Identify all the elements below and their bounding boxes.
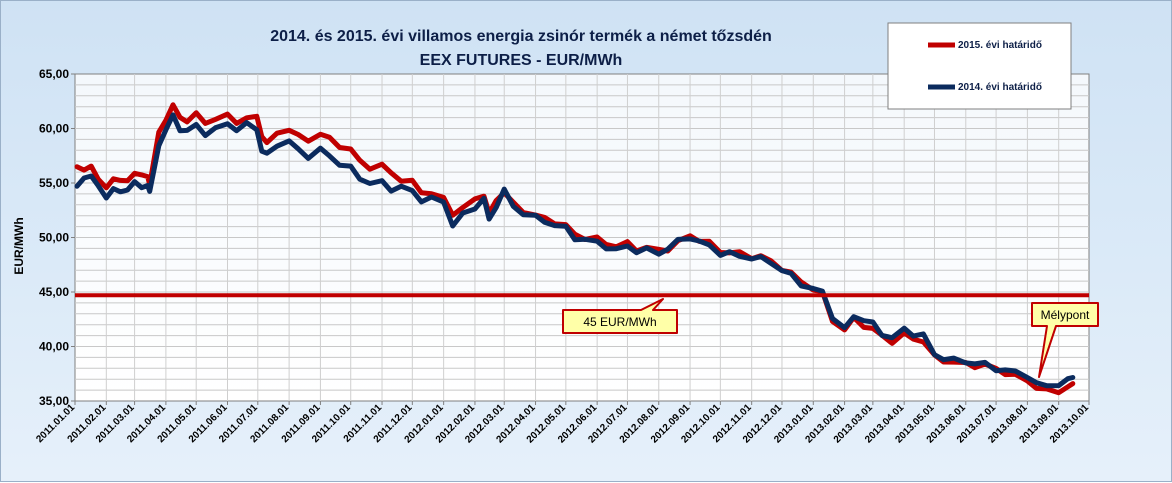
legend-box [887, 22, 1072, 110]
y-tick-label: 45,00 [39, 285, 69, 299]
legend-label-2014: 2014. évi határidő [958, 82, 1042, 93]
callout-45-text: 45 EUR/MWh [583, 315, 656, 329]
callout-melypont-text: Mélypont [1041, 308, 1090, 322]
y-tick-label: 50,00 [39, 231, 69, 245]
y-tick-label: 40,00 [39, 340, 69, 354]
callout-45: 45 EUR/MWh [562, 298, 678, 334]
y-tick-label: 55,00 [39, 176, 69, 190]
callout-melypont-shape [1031, 302, 1099, 378]
callout-melypont: Mélypont [1031, 302, 1099, 378]
y-axis-label: EUR/MWh [12, 217, 26, 274]
chart-subtitle: EEX FUTURES - EUR/MWh [420, 52, 623, 69]
y-axis-ticks: 35,00 40,00 45,00 50,00 55,00 60,00 65,00 [39, 67, 75, 408]
y-tick-label: 35,00 [39, 394, 69, 408]
grid [75, 74, 1089, 401]
legend: 2015. évi határidő 2014. évi határidő [887, 22, 1072, 110]
y-tick-label: 60,00 [39, 122, 69, 136]
y-tick-label: 65,00 [39, 67, 69, 81]
callout-45-shape [562, 298, 678, 334]
chart-title: 2014. és 2015. évi villamos energia zsin… [270, 28, 772, 45]
legend-label-2015: 2015. évi határidő [958, 40, 1042, 51]
x-axis-ticks: 2011.01.012011.02.012011.03.012011.04.01… [34, 401, 1091, 446]
series-line-1 [74, 112, 1076, 389]
series-group [74, 102, 1076, 396]
